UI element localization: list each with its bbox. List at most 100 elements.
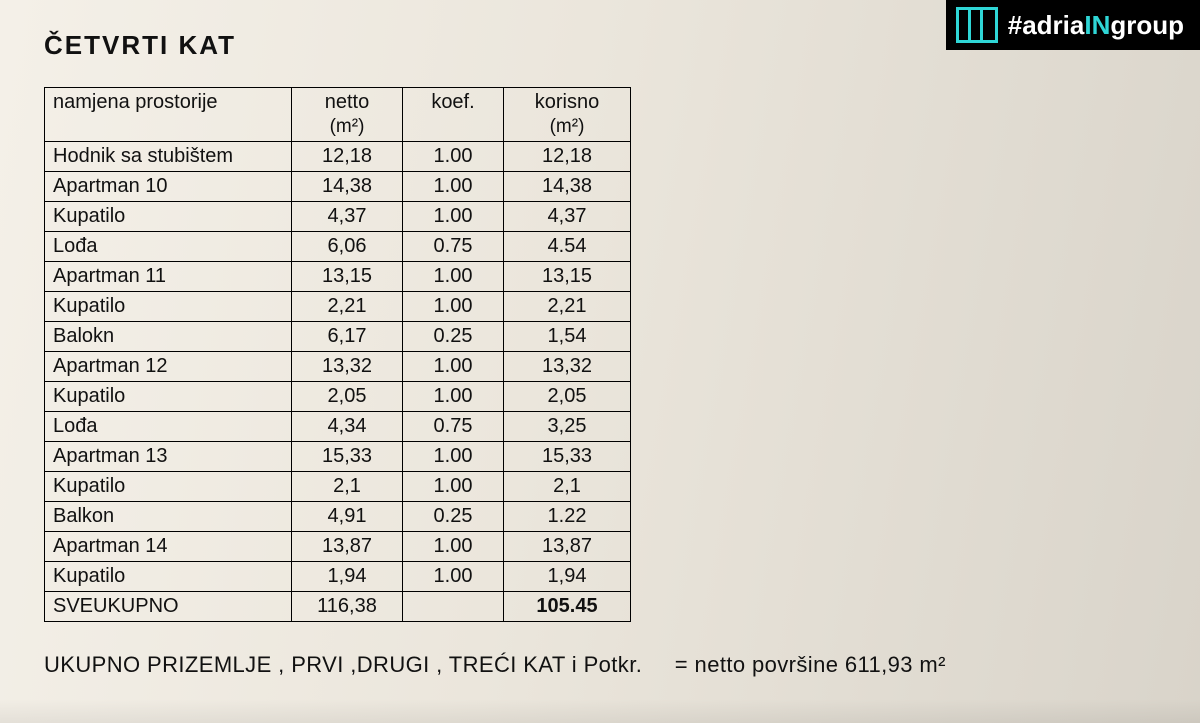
cell-korisno: 2,1 — [504, 471, 631, 501]
logo-text: #adriaINgroup — [1008, 10, 1184, 41]
cell-koef: 0.25 — [403, 501, 504, 531]
cell-korisno: 2,05 — [504, 381, 631, 411]
cell-netto: 13,15 — [292, 261, 403, 291]
logo-icon — [956, 7, 998, 43]
cell-name: Balkon — [45, 501, 292, 531]
cell-name: Apartman 14 — [45, 531, 292, 561]
cell-name: Apartman 11 — [45, 261, 292, 291]
summary-right: = netto površine 611,93 m² — [675, 652, 946, 677]
cell-koef: 1.00 — [403, 261, 504, 291]
logo-prefix: #adria — [1008, 10, 1085, 40]
summary-line: UKUPNO PRIZEMLJE , PRVI ,DRUGI , TREĆI K… — [44, 652, 1156, 678]
logo-suffix: group — [1110, 10, 1184, 40]
cell-netto: 2,21 — [292, 291, 403, 321]
cell-total-koef — [403, 591, 504, 621]
col-name: namjena prostorije — [45, 88, 292, 142]
cell-name: Apartman 10 — [45, 171, 292, 201]
cell-name: Kupatilo — [45, 561, 292, 591]
table-row: Apartman 1014,381.0014,38 — [45, 171, 631, 201]
room-table: namjena prostorije netto (m²) koef. kori… — [44, 87, 631, 622]
cell-koef: 1.00 — [403, 141, 504, 171]
col-koef: koef. — [403, 88, 504, 142]
cell-korisno: 1,94 — [504, 561, 631, 591]
cell-total-korisno: 105.45 — [504, 591, 631, 621]
cell-koef: 0.25 — [403, 321, 504, 351]
col-netto-unit: (m²) — [300, 115, 394, 139]
table-row: Lođa4,340.753,25 — [45, 411, 631, 441]
col-koef-label: koef. — [431, 91, 474, 113]
table-row: Hodnik sa stubištem12,181.0012,18 — [45, 141, 631, 171]
cell-koef: 1.00 — [403, 381, 504, 411]
table-row: Apartman 1113,151.0013,15 — [45, 261, 631, 291]
cell-netto: 6,17 — [292, 321, 403, 351]
table-row: Balokn6,170.251,54 — [45, 321, 631, 351]
cell-total-netto: 116,38 — [292, 591, 403, 621]
table-row: Kupatilo2,211.002,21 — [45, 291, 631, 321]
cell-netto: 12,18 — [292, 141, 403, 171]
cell-korisno: 12,18 — [504, 141, 631, 171]
cell-koef: 1.00 — [403, 351, 504, 381]
cell-netto: 2,1 — [292, 471, 403, 501]
cell-netto: 2,05 — [292, 381, 403, 411]
cell-koef: 0.75 — [403, 411, 504, 441]
cell-netto: 15,33 — [292, 441, 403, 471]
cell-netto: 4,91 — [292, 501, 403, 531]
table-row: Apartman 1413,871.0013,87 — [45, 531, 631, 561]
cell-name: Apartman 13 — [45, 441, 292, 471]
col-korisno-unit: (m²) — [512, 115, 622, 139]
brand-logo: #adriaINgroup — [946, 0, 1200, 50]
document-page: #adriaINgroup ČETVRTI KAT namjena prosto… — [0, 0, 1200, 723]
cell-name: Kupatilo — [45, 291, 292, 321]
table-row: Kupatilo4,371.004,37 — [45, 201, 631, 231]
cell-korisno: 13,15 — [504, 261, 631, 291]
cell-koef: 1.00 — [403, 201, 504, 231]
cell-name: Lođa — [45, 411, 292, 441]
cell-korisno: 13,87 — [504, 531, 631, 561]
cell-korisno: 15,33 — [504, 441, 631, 471]
cell-koef: 1.00 — [403, 441, 504, 471]
cell-total-label: SVEUKUPNO — [45, 591, 292, 621]
bottom-shadow — [0, 699, 1200, 723]
cell-koef: 1.00 — [403, 171, 504, 201]
col-netto-label: netto — [325, 91, 369, 113]
table-row: Apartman 1315,331.0015,33 — [45, 441, 631, 471]
cell-netto: 4,37 — [292, 201, 403, 231]
cell-koef: 0.75 — [403, 231, 504, 261]
cell-name: Kupatilo — [45, 381, 292, 411]
col-name-label: namjena prostorije — [53, 91, 218, 113]
table-row: Kupatilo1,941.001,94 — [45, 561, 631, 591]
cell-korisno: 3,25 — [504, 411, 631, 441]
logo-highlight: IN — [1084, 10, 1110, 40]
cell-netto: 14,38 — [292, 171, 403, 201]
table-row: Lođa6,060.754.54 — [45, 231, 631, 261]
table-row-total: SVEUKUPNO116,38 105.45 — [45, 591, 631, 621]
cell-netto: 6,06 — [292, 231, 403, 261]
cell-koef: 1.00 — [403, 531, 504, 561]
cell-korisno: 14,38 — [504, 171, 631, 201]
cell-name: Kupatilo — [45, 201, 292, 231]
table-row: Kupatilo2,051.002,05 — [45, 381, 631, 411]
col-korisno: korisno (m²) — [504, 88, 631, 142]
cell-name: Apartman 12 — [45, 351, 292, 381]
cell-name: Hodnik sa stubištem — [45, 141, 292, 171]
table-header: namjena prostorije netto (m²) koef. kori… — [45, 88, 631, 142]
col-netto: netto (m²) — [292, 88, 403, 142]
cell-netto: 13,87 — [292, 531, 403, 561]
table-body: Hodnik sa stubištem12,181.0012,18Apartma… — [45, 141, 631, 621]
cell-korisno: 4.54 — [504, 231, 631, 261]
cell-korisno: 4,37 — [504, 201, 631, 231]
col-korisno-label: korisno — [535, 91, 599, 113]
table-row: Apartman 1213,321.0013,32 — [45, 351, 631, 381]
table-row: Kupatilo2,11.002,1 — [45, 471, 631, 501]
cell-korisno: 2,21 — [504, 291, 631, 321]
cell-koef: 1.00 — [403, 561, 504, 591]
cell-name: Kupatilo — [45, 471, 292, 501]
summary-left: UKUPNO PRIZEMLJE , PRVI ,DRUGI , TREĆI K… — [44, 652, 642, 677]
cell-korisno: 1.22 — [504, 501, 631, 531]
cell-netto: 13,32 — [292, 351, 403, 381]
cell-name: Lođa — [45, 231, 292, 261]
cell-koef: 1.00 — [403, 291, 504, 321]
cell-koef: 1.00 — [403, 471, 504, 501]
cell-netto: 1,94 — [292, 561, 403, 591]
cell-netto: 4,34 — [292, 411, 403, 441]
